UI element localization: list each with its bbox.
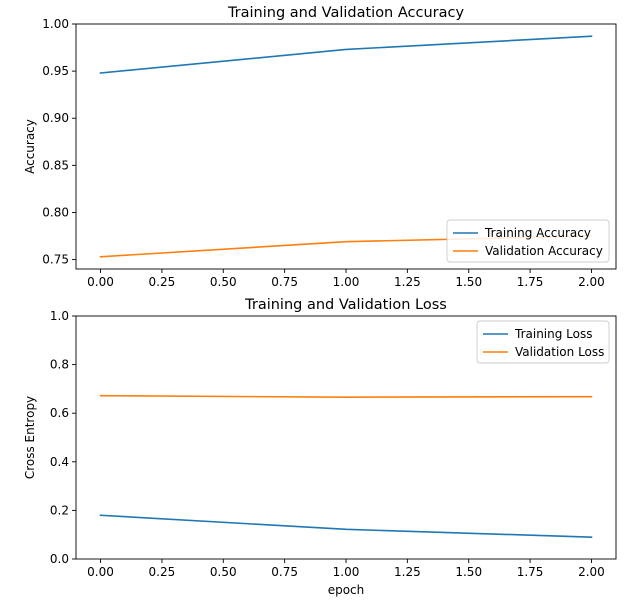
loss-chart: Training and Validation Loss Cross Entro… bbox=[23, 297, 617, 597]
loss-x-tick-label: 1.25 bbox=[394, 565, 421, 579]
accuracy-y-axis-label: Accuracy bbox=[23, 119, 37, 174]
accuracy-y-tick-label: 0.95 bbox=[42, 64, 69, 78]
loss-ticks: 0.00 0.25 0.50 0.75 1.00 1.25 1.50 1.75 2.00 0.0 0… bbox=[50, 309, 605, 579]
accuracy-y-tick-label: 0.85 bbox=[42, 158, 69, 172]
loss-y-tick-label: 0.0 bbox=[50, 552, 69, 566]
loss-series-line-1 bbox=[99, 394, 593, 398]
loss-y-tick-label: 0.8 bbox=[50, 358, 69, 372]
accuracy-x-tick-label: 2.00 bbox=[578, 275, 605, 289]
loss-x-tick-label: 1.00 bbox=[333, 565, 360, 579]
loss-legend-label-1: Validation Loss bbox=[515, 345, 604, 359]
accuracy-y-tick-label: 0.90 bbox=[42, 111, 69, 125]
loss-x-tick-label: 0.25 bbox=[149, 565, 176, 579]
loss-y-tick-label: 1.0 bbox=[50, 309, 69, 323]
accuracy-y-tick-label: 0.80 bbox=[42, 205, 69, 219]
accuracy-legend: Training Accuracy Validation Accuracy bbox=[446, 219, 610, 263]
loss-legend-label-0: Training Loss bbox=[514, 327, 592, 341]
accuracy-x-tick-label: 1.50 bbox=[455, 275, 482, 289]
loss-series-line-0 bbox=[99, 514, 593, 538]
loss-x-tick-label: 1.50 bbox=[455, 565, 482, 579]
accuracy-y-tick-label: 0.75 bbox=[42, 253, 69, 267]
loss-x-tick-label: 0.50 bbox=[210, 565, 237, 579]
accuracy-series-line-0 bbox=[99, 35, 593, 74]
loss-series bbox=[99, 394, 593, 538]
accuracy-x-tick-label: 0.25 bbox=[149, 275, 176, 289]
loss-x-axis-label: epoch bbox=[328, 583, 365, 597]
loss-chart-title: Training and Validation Loss bbox=[244, 297, 447, 313]
accuracy-legend-box bbox=[446, 219, 610, 263]
loss-y-tick-label: 0.4 bbox=[50, 455, 69, 469]
accuracy-x-tick-label: 0.00 bbox=[87, 275, 114, 289]
loss-x-tick-label: 1.75 bbox=[517, 565, 544, 579]
accuracy-x-tick-label: 1.00 bbox=[333, 275, 360, 289]
accuracy-legend-label-1: Validation Accuracy bbox=[485, 244, 603, 258]
loss-x-tick-label: 2.00 bbox=[578, 565, 605, 579]
accuracy-x-tick-label: 1.75 bbox=[517, 275, 544, 289]
accuracy-chart-title: Training and Validation Accuracy bbox=[227, 5, 465, 21]
loss-y-tick-label: 0.2 bbox=[50, 503, 69, 517]
accuracy-chart: Training and Validation Accuracy Accurac… bbox=[23, 5, 617, 289]
accuracy-ticks: 0.00 0.25 0.50 0.75 1.00 1.25 1.50 1.75 2.00 0.75… bbox=[42, 17, 605, 289]
loss-y-tick-label: 0.6 bbox=[50, 406, 69, 420]
loss-plot-frame bbox=[75, 315, 617, 560]
loss-x-tick-label: 0.75 bbox=[271, 565, 298, 579]
loss-x-tick-label: 0.00 bbox=[87, 565, 114, 579]
accuracy-x-tick-label: 0.50 bbox=[210, 275, 237, 289]
accuracy-plot-frame bbox=[75, 23, 617, 270]
accuracy-legend-label-0: Training Accuracy bbox=[484, 226, 591, 240]
loss-y-axis-label: Cross Entropy bbox=[23, 396, 37, 479]
accuracy-y-tick-label: 1.00 bbox=[42, 17, 69, 31]
accuracy-x-tick-label: 0.75 bbox=[271, 275, 298, 289]
loss-legend: Training Loss Validation Loss bbox=[476, 320, 610, 364]
loss-legend-box bbox=[476, 320, 610, 364]
accuracy-x-tick-label: 1.25 bbox=[394, 275, 421, 289]
